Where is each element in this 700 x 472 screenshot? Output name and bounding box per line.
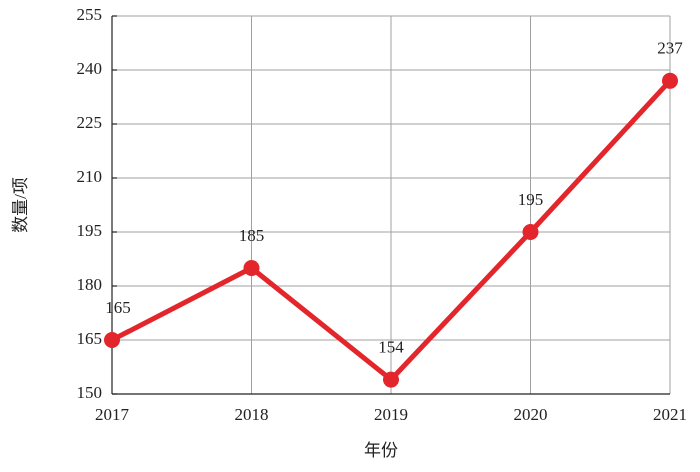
y-tick-label: 150 — [77, 383, 103, 402]
x-tick-label: 2017 — [95, 405, 130, 424]
data-label: 185 — [239, 226, 265, 245]
data-label: 195 — [518, 190, 544, 209]
y-tick-label: 255 — [77, 5, 103, 24]
point — [662, 72, 678, 89]
y-tick-label: 165 — [77, 329, 103, 348]
y-tick-label: 240 — [77, 59, 103, 78]
data-label: 154 — [378, 338, 404, 357]
y-tick-label: 210 — [77, 167, 103, 186]
y-tick-label: 180 — [77, 275, 103, 294]
x-tick-label: 2018 — [235, 405, 269, 424]
point — [104, 332, 120, 348]
x-tick-label: 2020 — [514, 405, 548, 424]
data-label: 237 — [657, 39, 683, 58]
point — [243, 260, 260, 276]
data-label: 165 — [105, 298, 131, 317]
x-axis-label: 年份 — [364, 441, 398, 460]
x-tick-label: 2019 — [374, 405, 408, 424]
x-tick-label: 2021 — [653, 405, 687, 424]
y-axis-label: 数量/项 — [11, 177, 30, 233]
point — [383, 371, 399, 388]
point — [522, 224, 539, 240]
y-tick-label: 225 — [77, 113, 103, 132]
y-tick-label: 195 — [77, 221, 103, 240]
